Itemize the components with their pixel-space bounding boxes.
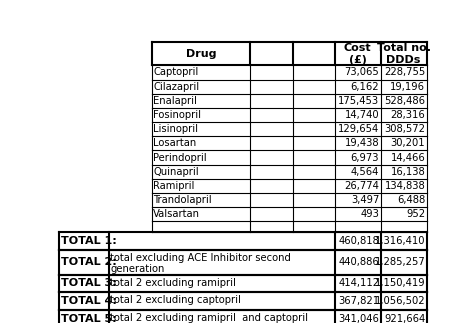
Text: total excluding ACE Inhibitor second
generation: total excluding ACE Inhibitor second gen…: [110, 253, 291, 274]
Text: 16,138: 16,138: [391, 167, 425, 177]
Text: 228,755: 228,755: [384, 68, 425, 78]
Text: Enalapril: Enalapril: [153, 96, 197, 106]
Text: 367,821: 367,821: [338, 297, 379, 307]
Text: Valsartan: Valsartan: [153, 209, 201, 219]
Text: 6,488: 6,488: [397, 195, 425, 205]
Text: 440,886: 440,886: [338, 257, 379, 267]
Text: 26,774: 26,774: [344, 181, 379, 191]
Text: 528,486: 528,486: [384, 96, 425, 106]
Text: 952: 952: [406, 209, 425, 219]
Text: TOTAL 5:: TOTAL 5:: [61, 314, 116, 323]
Text: 308,572: 308,572: [384, 124, 425, 134]
Text: TOTAL 4:: TOTAL 4:: [61, 297, 117, 307]
Text: 414,112: 414,112: [338, 278, 379, 288]
Text: Trandolapril: Trandolapril: [153, 195, 212, 205]
Text: 19,196: 19,196: [390, 82, 425, 92]
Text: TOTAL 3:: TOTAL 3:: [61, 278, 116, 288]
Text: 341,046: 341,046: [338, 314, 379, 323]
Text: 493: 493: [360, 209, 379, 219]
Text: total 2 excluding ramipril: total 2 excluding ramipril: [110, 277, 236, 287]
Text: Perindopril: Perindopril: [153, 152, 207, 162]
Text: 6,162: 6,162: [351, 82, 379, 92]
Text: Fosinopril: Fosinopril: [153, 110, 201, 120]
Text: 6,973: 6,973: [351, 152, 379, 162]
Text: 1,150,419: 1,150,419: [374, 278, 425, 288]
Text: Quinapril: Quinapril: [153, 167, 199, 177]
Text: Total no.
DDDs: Total no. DDDs: [377, 43, 431, 65]
Text: Ramipril: Ramipril: [153, 181, 195, 191]
Text: Losartan: Losartan: [153, 138, 197, 148]
Text: TOTAL 1:: TOTAL 1:: [61, 236, 117, 246]
Text: 175,453: 175,453: [338, 96, 379, 106]
Text: Cost
(£): Cost (£): [344, 43, 372, 65]
Text: 4,564: 4,564: [351, 167, 379, 177]
Text: Drug: Drug: [186, 49, 216, 59]
Text: 134,838: 134,838: [384, 181, 425, 191]
Text: 1,285,257: 1,285,257: [374, 257, 425, 267]
Text: 73,065: 73,065: [345, 68, 379, 78]
Text: 14,466: 14,466: [391, 152, 425, 162]
Text: 460,818: 460,818: [338, 236, 379, 246]
Text: 1,056,502: 1,056,502: [374, 297, 425, 307]
Text: Lisinopril: Lisinopril: [153, 124, 198, 134]
Text: total 2 excluding captopril: total 2 excluding captopril: [110, 296, 241, 306]
Text: total 2 excluding ramipril  and captopril: total 2 excluding ramipril and captopril: [110, 313, 308, 323]
Text: TOTAL 2:: TOTAL 2:: [61, 257, 117, 267]
Text: 14,740: 14,740: [345, 110, 379, 120]
Text: 1,316,410: 1,316,410: [374, 236, 425, 246]
Text: 28,316: 28,316: [391, 110, 425, 120]
Text: 30,201: 30,201: [391, 138, 425, 148]
Text: 19,438: 19,438: [345, 138, 379, 148]
Text: Cilazapril: Cilazapril: [153, 82, 200, 92]
Text: 129,654: 129,654: [338, 124, 379, 134]
Text: Captopril: Captopril: [153, 68, 199, 78]
Text: 3,497: 3,497: [351, 195, 379, 205]
Text: 921,664: 921,664: [384, 314, 425, 323]
